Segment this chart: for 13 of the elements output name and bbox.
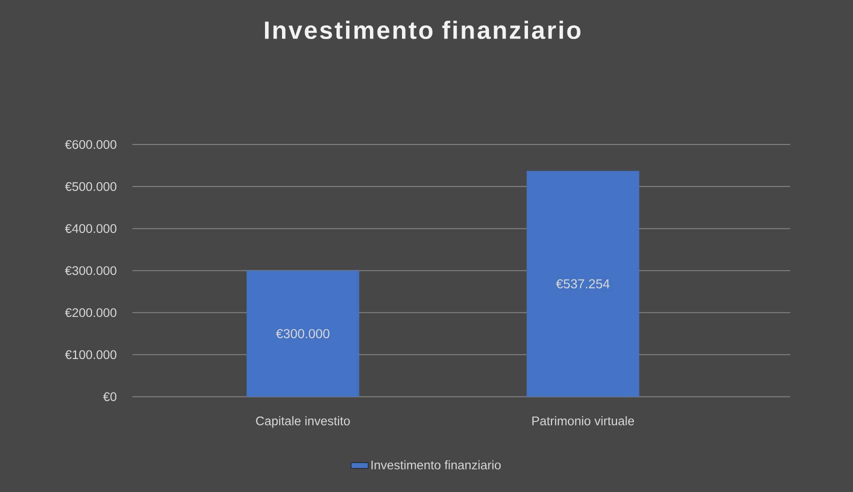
y-tick-label: €600.000 bbox=[64, 140, 116, 149]
y-tick-label: €400.000 bbox=[64, 224, 116, 233]
y-tick-label: €300.000 bbox=[64, 266, 116, 275]
y-tick-label: €0 bbox=[103, 392, 116, 401]
data-label: €537.254 bbox=[556, 279, 610, 288]
y-tick-label: €100.000 bbox=[64, 350, 116, 359]
chart-title: Investimento finanziario bbox=[265, 20, 580, 39]
x-tick-label: Patrimonio virtuale bbox=[532, 416, 634, 426]
data-label: €300.000 bbox=[276, 328, 330, 338]
legend-label: Investimento finanziario bbox=[371, 460, 501, 470]
y-tick-label: €500.000 bbox=[64, 182, 116, 191]
y-tick-label: €200.000 bbox=[64, 308, 116, 317]
x-tick-label: Capitale investito bbox=[256, 416, 350, 428]
